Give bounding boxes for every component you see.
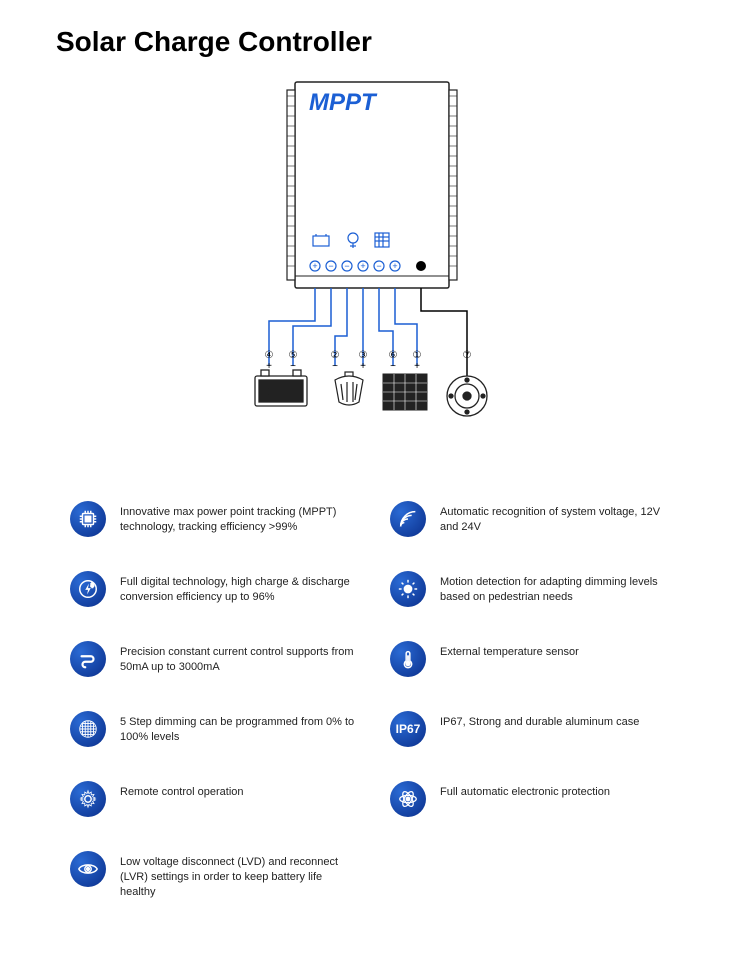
battery-icon: +− (255, 370, 307, 406)
feature-text: External temperature sensor (440, 641, 579, 660)
feature-text: Precision constant current control suppo… (120, 641, 360, 675)
svg-text:①: ① (413, 350, 422, 361)
svg-text:−: − (376, 261, 381, 271)
svg-text:⑤: ⑤ (289, 350, 298, 361)
arcs-icon (390, 501, 426, 537)
page-title: Solar Charge Controller (56, 26, 700, 58)
wave-icon (70, 641, 106, 677)
solar-panel-icon (383, 374, 427, 410)
feature-digital: $ Full digital technology, high charge &… (70, 571, 360, 607)
device-label: MPPT (309, 89, 378, 116)
eye-icon (70, 851, 106, 887)
sensor-wire (421, 288, 467, 381)
atom-icon (390, 781, 426, 817)
feature-text: 5 Step dimming can be programmed from 0%… (120, 711, 360, 745)
feature-text: Innovative max power point tracking (MPP… (120, 501, 360, 535)
feature-remote: Remote control operation (70, 781, 360, 817)
feature-text: Remote control operation (120, 781, 244, 800)
svg-text:$: $ (91, 583, 94, 589)
svg-text:+: + (360, 361, 366, 372)
wiring-diagram: MPPT + − − + − + ④ + (235, 76, 515, 461)
svg-text:+: + (360, 261, 365, 271)
ip67-icon: IP67 (390, 711, 426, 747)
features-grid: Innovative max power point tracking (MPP… (50, 501, 700, 900)
svg-text:⑦: ⑦ (463, 350, 472, 361)
svg-text:+: + (265, 387, 271, 398)
feature-temp: External temperature sensor (390, 641, 680, 677)
svg-text:③: ③ (359, 350, 368, 361)
feature-text: Full automatic electronic protection (440, 781, 610, 800)
lamp-icon (335, 372, 363, 405)
sensor-icon (447, 376, 487, 416)
chip-icon (70, 501, 106, 537)
svg-text:+: + (414, 361, 420, 372)
svg-text:⑥: ⑥ (389, 350, 398, 361)
callout-labels: ④+ ⑤− ②− ③+ ⑥− ①+ ⑦ (265, 350, 472, 372)
svg-text:−: − (328, 261, 333, 271)
svg-text:+: + (312, 261, 317, 271)
feature-protection: Full automatic electronic protection (390, 781, 680, 817)
feature-motion: Motion detection for adapting dimming le… (390, 571, 680, 607)
feature-current: Precision constant current control suppo… (70, 641, 360, 677)
feature-ip67: IP67 IP67, Strong and durable aluminum c… (390, 711, 680, 747)
feature-text: Automatic recognition of system voltage,… (440, 501, 680, 535)
feature-text: Full digital technology, high charge & d… (120, 571, 360, 605)
svg-text:−: − (332, 361, 338, 372)
svg-text:−: − (293, 387, 299, 398)
controller-device: MPPT + − − + − + (287, 82, 457, 288)
flash-icon: $ (70, 571, 106, 607)
feature-text: Low voltage disconnect (LVD) and reconne… (120, 851, 360, 900)
feature-lvd: Low voltage disconnect (LVD) and reconne… (70, 851, 360, 900)
feature-dimming: 5 Step dimming can be programmed from 0%… (70, 711, 360, 747)
thermo-icon (390, 641, 426, 677)
feature-text: IP67, Strong and durable aluminum case (440, 711, 639, 730)
gear-icon (70, 781, 106, 817)
sun-icon (390, 571, 426, 607)
grid-icon (70, 711, 106, 747)
svg-text:②: ② (331, 350, 340, 361)
feature-text: Motion detection for adapting dimming le… (440, 571, 680, 605)
svg-text:+: + (392, 261, 397, 271)
svg-text:④: ④ (265, 350, 274, 361)
feature-voltage: Automatic recognition of system voltage,… (390, 501, 680, 537)
feature-mppt: Innovative max power point tracking (MPP… (70, 501, 360, 537)
svg-text:−: − (344, 261, 349, 271)
svg-text:−: − (390, 361, 396, 372)
